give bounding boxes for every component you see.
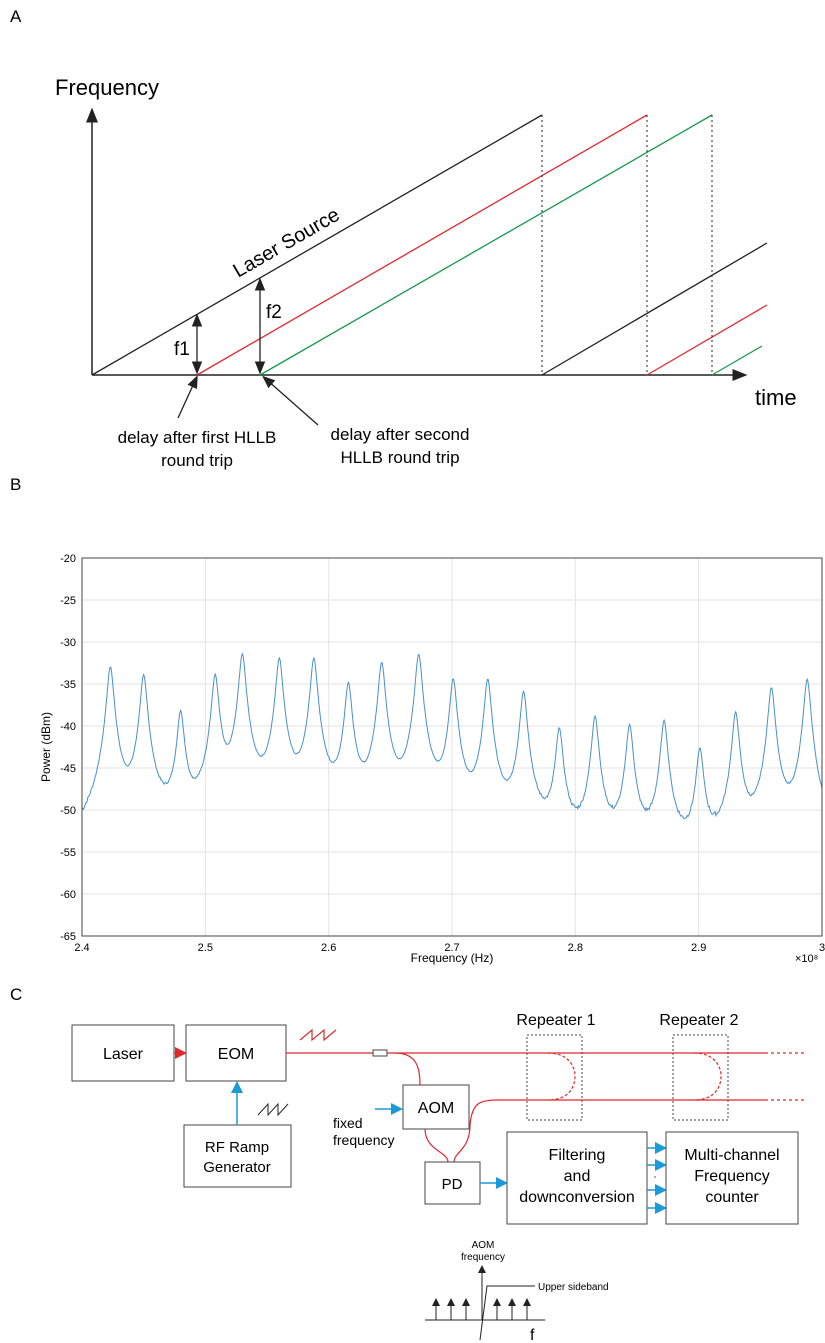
y-tick-label: -50 [60,805,76,817]
eom-box [185,1024,287,1082]
y-tick-label: -45 [60,763,76,775]
repeater-1-loop [547,1052,576,1101]
filter-label-line2: and [564,1168,591,1185]
x-tick-label: 2.9 [691,942,706,954]
panel-b: B -20 -25 -30 -35 -40 -45 -50 -55 -60 -652.4 2.5 2.… [10,475,825,965]
panel-a: A Frequency time Laser Source f1 f2 dela… [10,7,797,470]
f1-label: f1 [174,339,190,360]
fiber-return [469,1099,501,1126]
rf-ramp-label-line2: Generator [203,1159,271,1176]
y-tick-label: -30 [60,637,76,649]
x-axis-label: time [755,385,797,410]
y-tick-label: -20 [60,553,76,565]
y-tick-label: -65 [60,931,76,943]
counter-label-line3: counter [705,1189,759,1206]
y-axis-title: Power (dBm) [39,712,53,782]
delay-second-label-line1: delay after second [331,425,470,444]
laser-box [71,1024,175,1082]
spectrum-line [81,652,823,820]
delay-second-label-line2: HLLB round trip [340,448,459,467]
pd-box [424,1161,481,1205]
chart-ticks: -20 -25 -30 -35 -40 -45 -50 -55 -60 -652.4 2.5 2.6 2… [60,553,825,954]
f2-label: f2 [266,302,282,323]
rf-ramp-box [183,1124,292,1188]
fiber-aom-pd-left [424,1128,449,1163]
sketch-filter-edge [479,1285,535,1341]
repeater-2-box [672,1034,729,1121]
y-tick-label: -60 [60,889,76,901]
y-axis-label: Frequency [55,75,159,100]
fiber-to-aom [394,1052,421,1086]
fixed-frequency-line1: fixed [333,1115,363,1131]
repeater-2-label: Repeater 2 [659,1012,738,1029]
repeater-1-box [526,1034,583,1121]
rf-sawtooth-icon [257,1102,289,1117]
laser-source-label: Laser Source [230,204,344,283]
x-exponent: ×10⁸ [795,953,818,965]
delay-second-arrow [262,375,319,426]
aom-box [402,1084,470,1130]
rf-ramp-label-line1: RF Ramp [205,1139,269,1156]
x-tick-label: 2.6 [321,942,336,954]
filter-label-line1: Filtering [549,1147,606,1164]
sketch-f-label: f [530,1327,535,1343]
first-delay-ramp-2 [646,304,768,376]
first-delay-ramp [196,114,648,376]
aom-label: AOM [418,1100,454,1117]
y-tick-label: -35 [60,679,76,691]
y-tick-label: -40 [60,721,76,733]
x-tick-label: 3 [819,942,825,954]
panel-c-label: C [10,985,22,1004]
y-tick-label: -25 [60,595,76,607]
y-tick-label: -55 [60,847,76,859]
counter-label-line2: Frequency [694,1168,770,1185]
optical-sawtooth-icon [299,1028,337,1042]
x-tick-label: 2.8 [568,942,583,954]
laser-source-ramp-2 [541,242,768,376]
upper-sideband-label: Upper sideband [538,1282,609,1293]
counter-box [665,1131,799,1225]
repeater-2-loop [693,1052,722,1101]
channel-dot [654,1176,656,1178]
x-tick-label: 2.5 [198,942,213,954]
filter-box [506,1131,648,1225]
filter-label-line3: downconversion [519,1189,635,1206]
panel-a-label: A [10,7,22,26]
repeater-1-label: Repeater 1 [516,1012,595,1029]
fiber-aom-pd-right [453,1124,471,1163]
plot-frame [81,557,823,937]
laser-label: Laser [103,1046,144,1063]
delay-first-label-line1: delay after first HLLB [118,428,277,447]
second-delay-ramp [259,114,713,376]
sideband-sketch [425,1265,545,1341]
fixed-frequency-line2: frequency [333,1132,394,1148]
laser-source-ramp [91,114,543,376]
chart-grid [81,557,823,937]
eom-label: EOM [218,1046,254,1063]
x-tick-label: 2.7 [444,942,459,954]
fiber-coupler [372,1049,388,1057]
panel-b-label: B [10,475,21,494]
panel-c: C Laser EOM RF Ramp Generator AOM fixed … [10,985,805,1343]
counter-label-line1: Multi-channel [684,1147,779,1164]
x-axis-title: Frequency (Hz) [411,951,494,965]
x-tick-label: 2.4 [74,942,89,954]
delay-first-label-line2: round trip [161,451,233,470]
aom-frequency-label-line1: AOM [472,1240,495,1251]
second-delay-ramp-2 [711,345,763,376]
delay-first-arrow [177,375,198,419]
pd-label: PD [442,1176,463,1193]
aom-frequency-label-line2: frequency [461,1252,505,1263]
